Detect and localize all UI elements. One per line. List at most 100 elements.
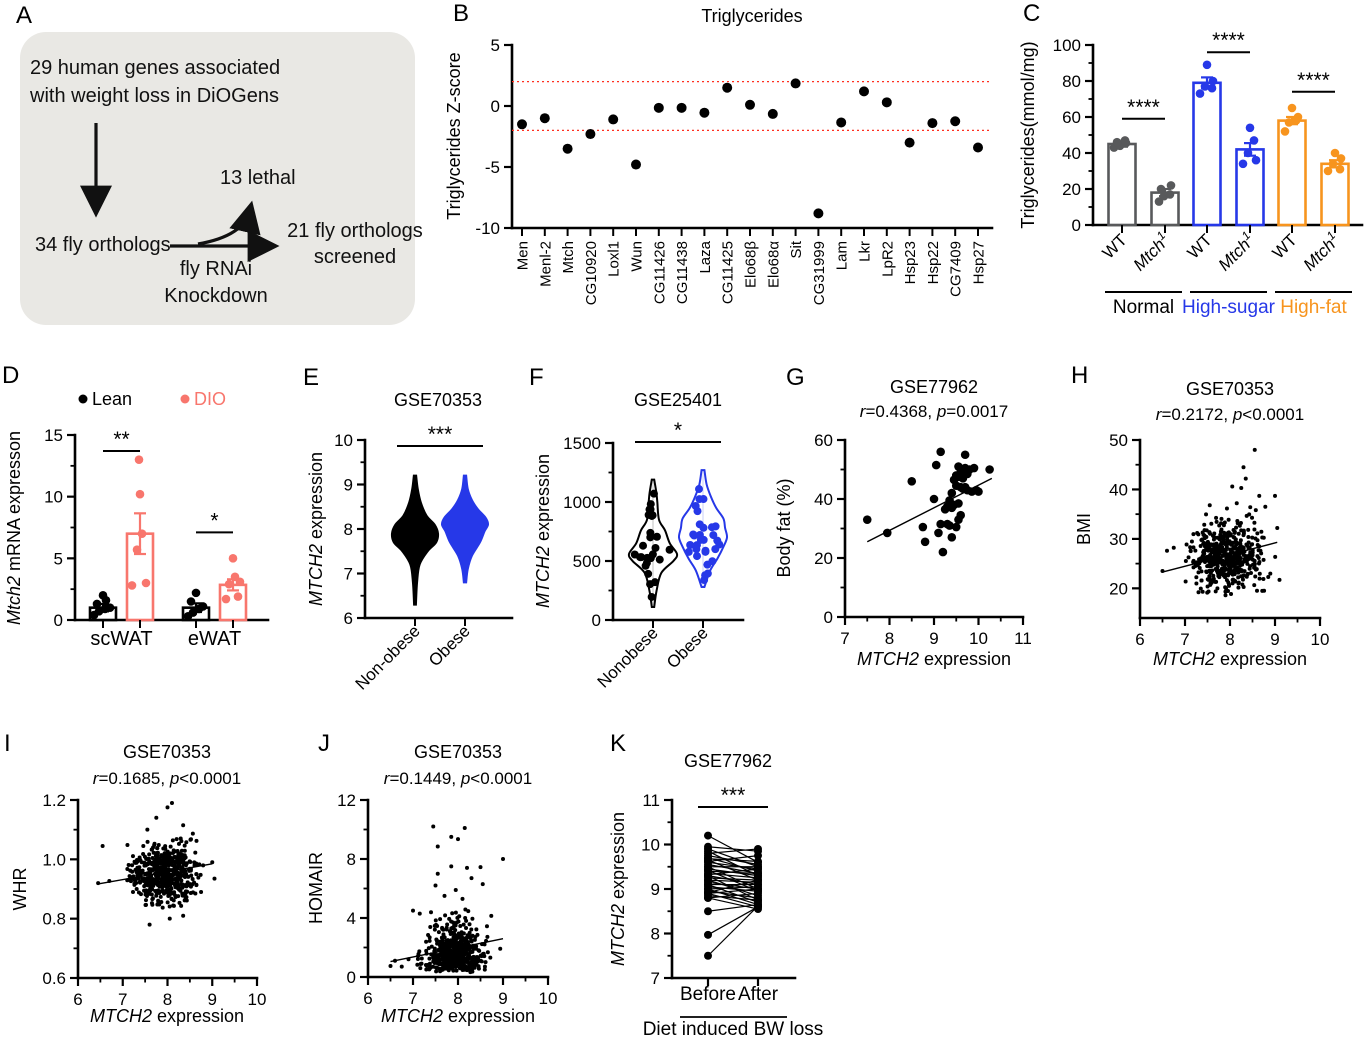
panel-label-i: I xyxy=(4,730,11,757)
flow-rnai-line2: Knockdown xyxy=(164,285,268,307)
significance-stars: **** xyxy=(1212,29,1245,52)
gene-tick-label: CG10920 xyxy=(583,241,600,305)
legend-marker xyxy=(180,394,190,404)
group-label: scWAT xyxy=(90,628,152,650)
y-tick-label: 20 xyxy=(814,549,833,568)
panel-label-j: J xyxy=(318,730,330,757)
violin-tick-label: Obese xyxy=(663,623,712,672)
chart-subtitle: r=0.4368, p=0.0017 xyxy=(860,402,1008,421)
panel-d: D 0 5 10 15 Mtch2 mRNA expresson ** * scWAT eWAT… xyxy=(0,360,300,690)
gene-tick-label: Menl-2 xyxy=(537,241,554,287)
y-tick-label: 8 xyxy=(347,850,356,869)
chart-h-bmi-scatter: GSE70353 r=0.2172, p<0.0001 20 30 40 50 BMI 6 7 8… xyxy=(1074,379,1329,669)
y-tick-label: 9 xyxy=(651,880,660,899)
y-tick-label: 1.2 xyxy=(42,791,66,810)
legend-marker xyxy=(78,394,88,404)
y-tick-label: 15 xyxy=(44,426,63,445)
paired-lines xyxy=(707,835,759,957)
x-tick-label: 6 xyxy=(73,990,82,1009)
y-tick-label: 0 xyxy=(592,611,601,630)
flow-genes-line1: 29 human genes associated xyxy=(30,57,281,79)
chart-f-gse25401-violin: GSE25401 0 500 1000 1500 MTCH2 expression Nono… xyxy=(533,390,745,692)
gene-tick-label: Hsp22 xyxy=(925,241,942,284)
chart-subtitle: r=0.2172, p<0.0001 xyxy=(1156,405,1304,424)
x-tick-label: Before xyxy=(680,984,736,1005)
flow-screened-text: 21 fly orthologs screened xyxy=(280,218,430,270)
gene-tick-label: Hsp27 xyxy=(971,241,988,284)
panel-label-k: K xyxy=(610,730,627,757)
x-tick-label: 10 xyxy=(539,989,558,1008)
significance-stars: *** xyxy=(428,423,453,446)
flow-arrows xyxy=(80,123,280,262)
chart-j-homair-scatter: GSE70353 r=0.1449, p<0.0001 0 4 8 12 HOMAIR 6 7 8… xyxy=(306,742,558,1026)
x-tick-label: 10 xyxy=(969,629,988,648)
bar-tick-label: Mtch1 xyxy=(1298,228,1344,274)
y-tick-label: 50 xyxy=(1109,431,1128,450)
y-tick-label: 20 xyxy=(1109,579,1128,598)
panel-g: G GSE77962 r=0.4368, p=0.0017 0 20 40 60 Body … xyxy=(760,360,1060,690)
y-axis-label: MTCH2 expression xyxy=(533,454,553,608)
gene-tick-label: Lam xyxy=(834,241,851,270)
y-axis-label: HOMAIR xyxy=(306,852,326,924)
gene-tick-label: CG11438 xyxy=(674,241,691,304)
legend-label: Lean xyxy=(92,389,132,409)
bars-group xyxy=(88,455,248,622)
violin-tick-label: Obese xyxy=(425,621,474,670)
scatter-points xyxy=(388,824,505,975)
violin xyxy=(627,478,679,609)
regression-line xyxy=(866,477,993,543)
gene-tick-label: CG11425 xyxy=(720,241,737,304)
y-axis-label: BMI xyxy=(1074,513,1094,545)
x-tick-label: 9 xyxy=(498,989,507,1008)
gene-tick-label: Elo68α xyxy=(765,241,782,288)
bar-tick-label: Mtch1 xyxy=(1213,228,1259,274)
flowchart-box: 29 human genes associated with weight lo… xyxy=(20,32,423,325)
y-tick-label: 40 xyxy=(814,490,833,509)
y-tick-label: 20 xyxy=(1062,180,1081,199)
panel-label-e: E xyxy=(303,364,320,391)
y-axis-label: Mtch2 mRNA expresson xyxy=(4,431,24,625)
significance-stars: **** xyxy=(1127,96,1160,119)
chart-subtitle: r=0.1449, p<0.0001 xyxy=(384,769,532,788)
significance-stars: * xyxy=(674,419,682,442)
flow-screened-line2: screened xyxy=(313,246,397,268)
y-tick-label: 60 xyxy=(814,431,833,450)
x-axis-label: MTCH2 expression xyxy=(857,649,1011,669)
y-tick-label: 11 xyxy=(642,791,660,810)
chart-subtitle: r=0.1685, p<0.0001 xyxy=(93,769,241,788)
y-axis-label: Triglycerides Z-score xyxy=(444,52,464,219)
gene-tick-label: Laza xyxy=(697,240,714,273)
panel-label-f: F xyxy=(529,364,544,391)
chart-title: GSE70353 xyxy=(394,390,482,410)
y-tick-label: 0 xyxy=(1072,216,1081,235)
chart-c-triglycerides-bars: 020406080100Triglycerides(mmol/mg)WTMtch… xyxy=(1018,29,1364,318)
x-axis-caption: Diet induced BW loss xyxy=(643,1019,824,1040)
group-label: High-fat xyxy=(1280,297,1347,318)
y-tick-label: 0.6 xyxy=(42,969,66,988)
bars-group xyxy=(1107,60,1350,227)
gene-tick-label: CG31999 xyxy=(811,241,828,305)
chart-title: GSE70353 xyxy=(123,742,211,762)
paired-points xyxy=(704,831,762,960)
x-tick-label: 11 xyxy=(1014,629,1032,648)
panel-j: J GSE70353 r=0.1449, p<0.0001 0 4 8 12 HOMAIR 6… xyxy=(300,722,600,1047)
y-tick-label: 9 xyxy=(344,476,353,495)
panel-e: E GSE70353 6 7 8 9 10 MTCH2 expression Non-obes… xyxy=(300,360,525,694)
panel-label-h: H xyxy=(1071,362,1089,389)
x-tick-label: After xyxy=(738,984,779,1005)
chart-title: GSE70353 xyxy=(1186,379,1274,399)
flow-lethal-text: 13 lethal xyxy=(220,167,296,189)
flow-genes-line2: with weight loss in DiOGens xyxy=(30,85,279,107)
y-tick-label: 8 xyxy=(651,925,660,944)
y-tick-label: 0 xyxy=(347,968,356,987)
gene-tick-label: Loxl1 xyxy=(606,241,623,277)
x-tick-label: 10 xyxy=(248,990,267,1009)
x-tick-label: 7 xyxy=(408,989,417,1008)
chart-title: Triglycerides xyxy=(701,6,802,26)
y-tick-label: 4 xyxy=(347,909,356,928)
significance-stars: ** xyxy=(113,428,129,451)
bar-tick-label: WT xyxy=(1184,230,1216,262)
x-tick-label: 8 xyxy=(885,629,894,648)
y-tick-label: 8 xyxy=(344,520,353,539)
y-tick-label: 40 xyxy=(1109,480,1128,499)
